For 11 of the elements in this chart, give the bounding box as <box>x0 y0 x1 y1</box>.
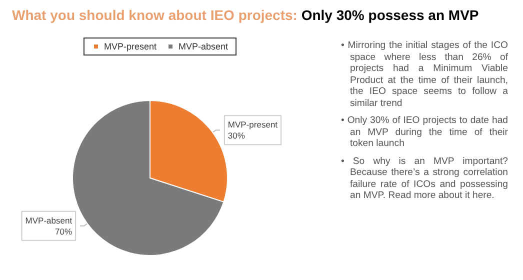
text: • Mirroring the initial stages of the ICO space where less than 26% of projects had a Minimum Viable Product at the time of their launch, the IEO space seems to follow a similar trend <box>341 40 508 109</box>
text: • So why is an MVP important? Because there’s a strong correlation failure rate of ICOs and possessing an MVP. Read more about it here. <box>341 156 508 202</box>
legend-label: MVP-present <box>104 42 157 52</box>
text: • Only 30% of IEO projects to date had an MVP during the time of their token launch <box>341 115 508 150</box>
data-label: 30% <box>228 130 246 141</box>
legend-label: MVP-absent <box>178 42 229 52</box>
chart-title: What you should know about IEO projects: <box>12 7 298 23</box>
slice-label: MVP-absent <box>25 215 73 226</box>
text: Only 30% possess an MVP <box>301 7 479 23</box>
slice-label: MVP-present <box>228 120 278 130</box>
data-label: 70% <box>55 226 73 236</box>
